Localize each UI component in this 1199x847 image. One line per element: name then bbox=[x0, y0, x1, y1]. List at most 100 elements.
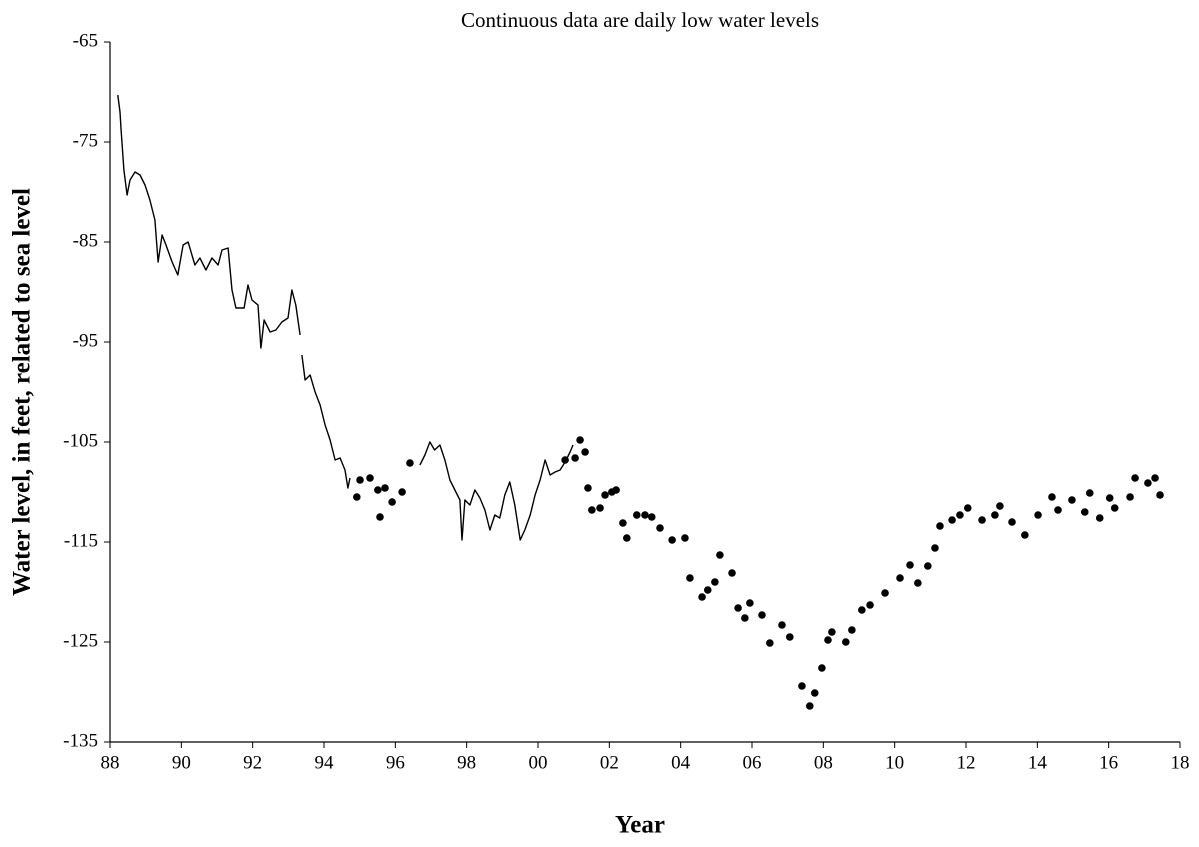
water-level-point bbox=[1105, 494, 1114, 502]
water-level-point bbox=[766, 639, 774, 647]
y-tick-label: -75 bbox=[73, 130, 98, 151]
x-tick-label: 16 bbox=[1099, 752, 1118, 773]
water-level-point bbox=[818, 664, 826, 672]
y-tick-label: -95 bbox=[73, 330, 98, 351]
water-level-point bbox=[698, 593, 706, 601]
water-level-point bbox=[996, 502, 1004, 510]
water-level-point bbox=[374, 486, 382, 494]
y-tick-label: -85 bbox=[73, 230, 98, 251]
water-level-point bbox=[931, 544, 939, 552]
water-level-point bbox=[581, 448, 589, 456]
water-level-point bbox=[1054, 506, 1062, 514]
water-level-point bbox=[1021, 531, 1029, 539]
water-level-point bbox=[647, 513, 656, 521]
x-tick-label: 04 bbox=[671, 752, 691, 773]
water-level-point bbox=[686, 574, 694, 582]
water-level-point bbox=[588, 506, 596, 514]
water-level-point bbox=[778, 621, 786, 629]
water-level-point bbox=[786, 633, 794, 641]
water-level-point bbox=[881, 589, 889, 597]
y-tick-label: -115 bbox=[64, 530, 98, 551]
water-level-point bbox=[810, 689, 819, 697]
x-tick-label: 00 bbox=[529, 752, 548, 773]
x-tick-label: 90 bbox=[172, 752, 191, 773]
water-level-point bbox=[906, 561, 914, 569]
water-level-point bbox=[356, 476, 364, 484]
water-level-point bbox=[1151, 474, 1159, 482]
water-level-point bbox=[398, 488, 406, 496]
water-level-point bbox=[366, 474, 374, 482]
water-level-point bbox=[576, 436, 584, 444]
water-level-point bbox=[978, 516, 986, 524]
water-level-point bbox=[619, 519, 627, 527]
water-level-point bbox=[632, 511, 641, 519]
water-level-point bbox=[798, 682, 806, 690]
water-level-point bbox=[656, 524, 664, 532]
y-tick-label: -125 bbox=[63, 630, 98, 651]
y-axis-title: Water level, in feet, related to sea lev… bbox=[9, 188, 36, 596]
water-level-point bbox=[1156, 491, 1164, 499]
water-level-point bbox=[866, 601, 874, 609]
water-level-point bbox=[963, 504, 972, 512]
water-level-point bbox=[1095, 514, 1104, 522]
water-level-point bbox=[623, 534, 631, 542]
water-level-point bbox=[728, 569, 736, 577]
water-level-point bbox=[1068, 496, 1076, 504]
water-level-point bbox=[641, 511, 649, 519]
x-tick-label: 14 bbox=[1028, 752, 1048, 773]
x-tick-label: 02 bbox=[600, 752, 619, 773]
water-level-line bbox=[117, 94, 574, 541]
water-level-point bbox=[596, 504, 604, 512]
x-tick-label: 06 bbox=[743, 752, 762, 773]
x-tick-label: 12 bbox=[957, 752, 976, 773]
water-level-point bbox=[924, 562, 932, 570]
water-level-point bbox=[1008, 518, 1016, 526]
water-level-point bbox=[381, 484, 389, 492]
water-level-point bbox=[1080, 508, 1089, 516]
water-level-point bbox=[828, 628, 836, 636]
water-level-point bbox=[561, 456, 569, 464]
water-level-point bbox=[848, 626, 856, 634]
water-level-point bbox=[571, 454, 579, 462]
water-level-point bbox=[734, 604, 742, 612]
water-level-point bbox=[1131, 474, 1139, 482]
water-level-point bbox=[991, 511, 999, 519]
water-level-point bbox=[1110, 504, 1119, 512]
chart-title: Continuous data are daily low water leve… bbox=[461, 8, 819, 32]
water-level-point bbox=[388, 498, 396, 506]
water-level-point bbox=[805, 702, 814, 710]
water-level-point bbox=[681, 534, 689, 542]
water-level-point bbox=[584, 484, 592, 492]
y-tick-label: -65 bbox=[73, 30, 98, 51]
water-level-point bbox=[1126, 493, 1134, 501]
water-level-point bbox=[842, 638, 850, 646]
y-tick-label: -105 bbox=[63, 430, 98, 451]
water-level-point bbox=[1048, 493, 1056, 501]
x-tick-label: 18 bbox=[1171, 752, 1190, 773]
water-level-point bbox=[1085, 489, 1094, 497]
water-level-point bbox=[376, 513, 384, 521]
water-level-point bbox=[1144, 479, 1152, 487]
water-level-point bbox=[353, 493, 361, 501]
water-level-point bbox=[956, 511, 964, 519]
water-level-point bbox=[746, 599, 754, 607]
water-level-point bbox=[711, 578, 719, 586]
water-level-point bbox=[716, 551, 724, 559]
water-level-point bbox=[896, 574, 904, 582]
water-level-point bbox=[741, 614, 749, 622]
x-tick-label: 94 bbox=[315, 752, 335, 773]
x-tick-label: 88 bbox=[101, 752, 120, 773]
water-level-point bbox=[668, 536, 676, 544]
water-level-point bbox=[858, 606, 866, 614]
water-level-point bbox=[703, 586, 712, 594]
water-level-point bbox=[601, 491, 609, 499]
water-level-point bbox=[824, 636, 832, 644]
x-tick-label: 96 bbox=[386, 752, 405, 773]
x-tick-label: 92 bbox=[243, 752, 262, 773]
x-axis-title: Year bbox=[615, 812, 665, 839]
water-level-point bbox=[758, 611, 766, 619]
water-level-point bbox=[612, 486, 620, 494]
water-level-point bbox=[1034, 511, 1042, 519]
x-tick-label: 98 bbox=[457, 752, 476, 773]
